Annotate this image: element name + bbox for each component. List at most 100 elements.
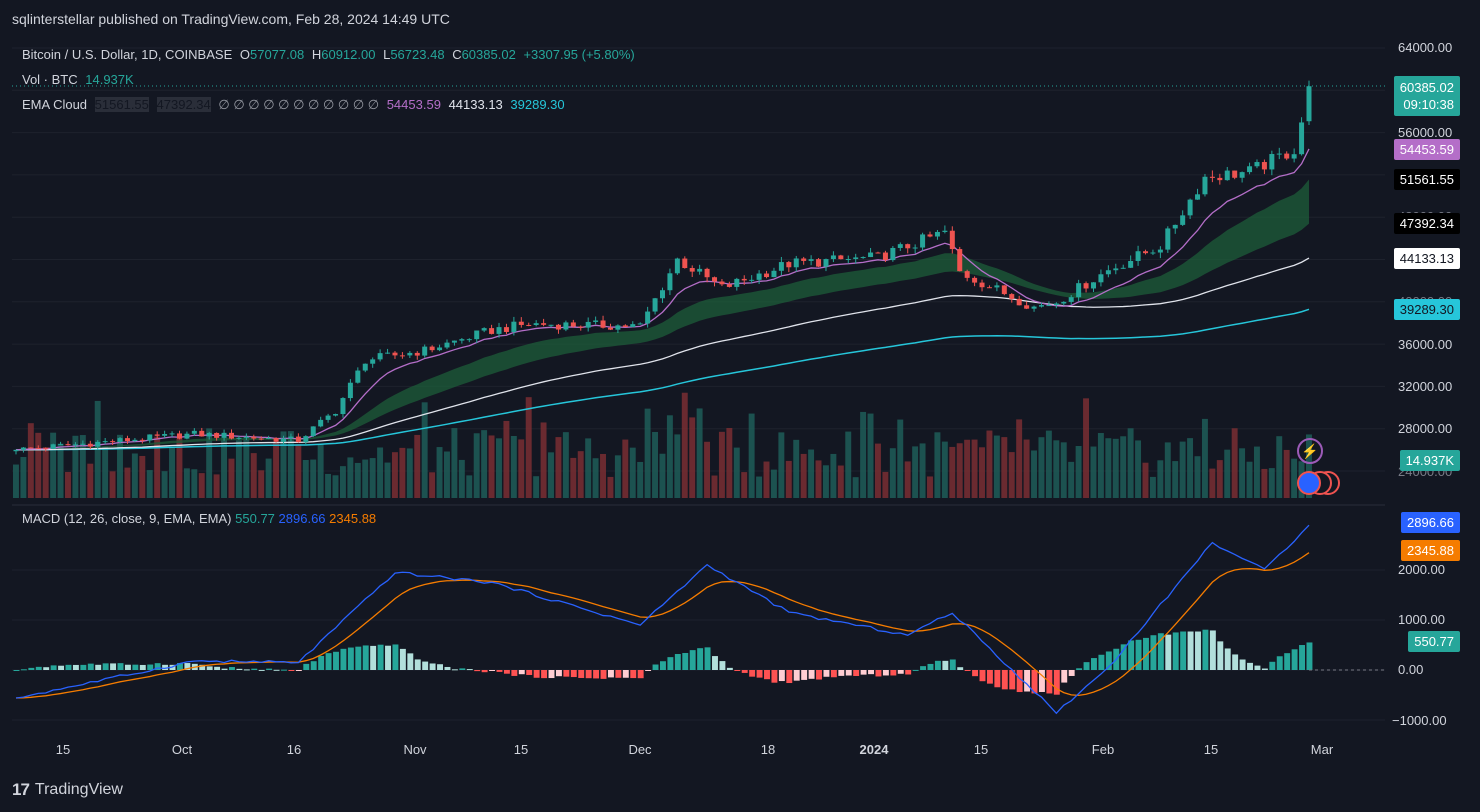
macd-line xyxy=(15,524,1310,715)
legend-row-volume: Vol · BTC 14.937K xyxy=(22,69,639,94)
candle-body xyxy=(28,447,34,449)
macd-histogram-bar xyxy=(1001,670,1008,690)
macd-histogram-bar xyxy=(1247,662,1253,670)
macd-histogram-bar xyxy=(801,670,808,680)
legend-row-ema: EMA Cloud 51561.55 47392.34 ∅ ∅ ∅ ∅ ∅ ∅ … xyxy=(22,94,639,119)
candle-body xyxy=(1113,268,1119,271)
macd-histogram-bar xyxy=(481,670,488,673)
volume-bar xyxy=(79,435,86,498)
macd-histogram-bar xyxy=(340,648,347,670)
volume-bar xyxy=(726,428,733,498)
volume-bar xyxy=(644,408,651,498)
volume-bar xyxy=(1038,437,1045,498)
macd-histogram-bar xyxy=(206,666,213,670)
volume-bar xyxy=(287,431,294,498)
countdown-value: 09:10:38 xyxy=(1403,97,1454,112)
x-tick: Feb xyxy=(1091,742,1115,757)
volume-bar xyxy=(845,431,852,498)
candle-body xyxy=(1187,199,1193,216)
lightning-event-icon[interactable]: ⚡ xyxy=(1297,438,1323,464)
candle-body xyxy=(1306,86,1312,122)
volume-bar xyxy=(793,439,800,498)
candle-body xyxy=(422,346,428,356)
volume-bar xyxy=(87,463,94,498)
volume-price-label: 14.937K xyxy=(1399,450,1460,471)
volume-bar xyxy=(919,443,926,498)
macd-histogram-bar xyxy=(1024,670,1031,692)
candle-body xyxy=(756,273,762,280)
macd-histogram-bar xyxy=(117,663,124,670)
macd-tick: 2000.00 xyxy=(1398,562,1445,577)
volume-bar xyxy=(1179,441,1186,498)
macd-histogram-bar xyxy=(585,670,592,679)
volume-bar xyxy=(748,413,755,498)
macd-histogram-bar xyxy=(87,663,94,670)
volume-bar xyxy=(1068,461,1075,498)
macd-histogram-bar xyxy=(682,652,689,670)
volume-bar xyxy=(503,420,510,498)
us-flag-event-icon[interactable] xyxy=(1297,471,1321,495)
ema-mid-label: 44133.13 xyxy=(1393,248,1460,269)
open-value: 57077.08 xyxy=(249,47,305,62)
candle-body xyxy=(860,257,866,259)
signal-price-label: 2345.88 xyxy=(1401,540,1460,561)
volume-bar xyxy=(555,437,562,498)
price-tick: 28000.00 xyxy=(1398,421,1453,436)
macd-histogram-bar xyxy=(459,668,466,670)
macd-histogram-bar xyxy=(660,661,666,670)
x-tick: Mar xyxy=(1310,742,1334,757)
chart-canvas[interactable] xyxy=(0,38,1480,750)
macd-histogram-bar xyxy=(422,661,429,670)
brand-name[interactable]: TradingView xyxy=(34,781,123,798)
close-value: 60385.02 xyxy=(461,47,516,62)
candle-body xyxy=(1068,297,1074,302)
volume-bar xyxy=(154,436,161,498)
volume-label[interactable]: Vol · BTC xyxy=(22,72,78,87)
macd-histogram-bar xyxy=(912,669,919,671)
candle-body xyxy=(407,352,413,356)
volume-bar xyxy=(146,470,153,498)
macd-label[interactable]: MACD (12, 26, close, 9, EMA, EMA) xyxy=(22,511,232,526)
macd-histogram-bar xyxy=(934,660,941,670)
macd-histogram-bar xyxy=(1150,635,1157,670)
volume-bar xyxy=(206,428,213,498)
volume-bar xyxy=(1291,458,1298,498)
candle-body xyxy=(466,339,472,341)
volume-bar xyxy=(1187,438,1194,498)
candle-body xyxy=(972,277,978,283)
macd-tick: 0.00 xyxy=(1398,662,1424,677)
volume-bar xyxy=(1120,436,1127,498)
volume-bar xyxy=(42,447,49,498)
candle-body xyxy=(392,352,398,356)
symbol-title[interactable]: Bitcoin / U.S. Dollar, 1D, COINBASE xyxy=(22,47,233,62)
candle-body xyxy=(1053,303,1059,306)
candle-body xyxy=(117,438,123,442)
high-value: 60912.00 xyxy=(321,47,376,62)
candle-body xyxy=(548,324,554,326)
volume-bar xyxy=(622,439,629,498)
ema-cloud-label[interactable]: EMA Cloud xyxy=(22,97,88,112)
candle-body xyxy=(927,234,933,237)
volume-bar xyxy=(681,392,688,498)
candle-body xyxy=(206,432,212,437)
macd-signal-line xyxy=(15,552,1310,699)
candle-body xyxy=(541,323,547,325)
candle-body xyxy=(882,252,888,261)
candle-body xyxy=(704,268,710,278)
candle-body xyxy=(169,433,175,435)
volume-bar xyxy=(979,447,985,498)
publish-line: sqlinterstellar published on TradingView… xyxy=(12,11,450,27)
candle-body xyxy=(838,255,844,260)
candle-body xyxy=(660,290,665,299)
candle-body xyxy=(236,437,242,439)
candle-body xyxy=(1276,153,1282,155)
macd-histogram-bar xyxy=(72,664,79,670)
macd-histogram-bar xyxy=(957,667,964,670)
macd-histogram-bar xyxy=(1306,642,1313,670)
candle-body xyxy=(1254,162,1260,167)
macd-histogram-bar xyxy=(1172,632,1179,670)
volume-bar xyxy=(562,432,569,498)
tradingview-logo-icon[interactable]: 17 xyxy=(12,780,30,799)
macd-histogram-bar xyxy=(793,670,800,681)
ema-fast-label: 54453.59 xyxy=(1393,139,1460,160)
